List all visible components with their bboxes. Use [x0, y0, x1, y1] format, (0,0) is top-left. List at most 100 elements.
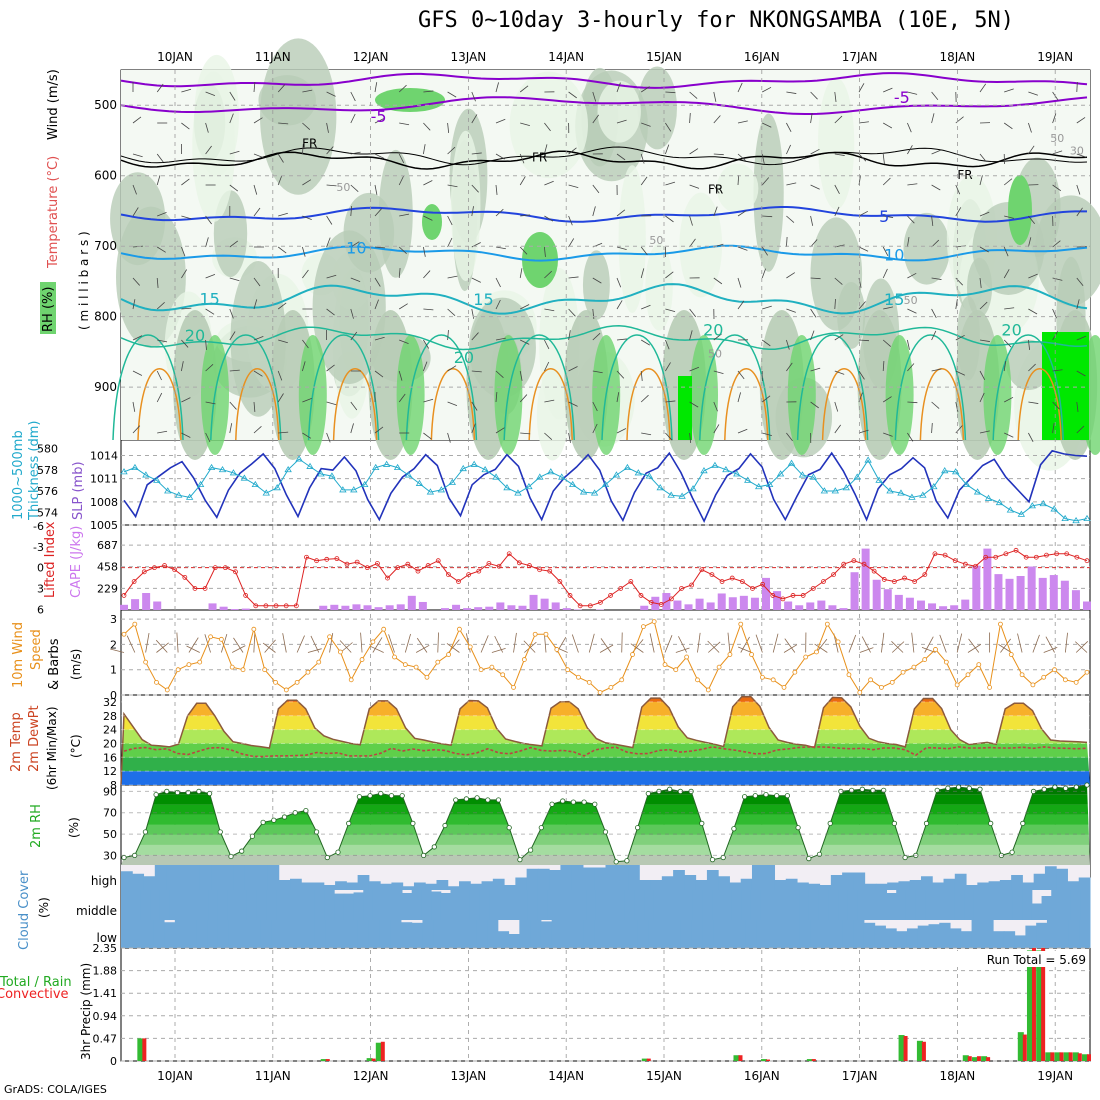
lifted-index-point	[973, 563, 978, 569]
wind-barb	[640, 153, 645, 164]
precip-convective-bar	[738, 1055, 743, 1061]
thickness-point	[503, 484, 511, 491]
cloud-bar-middle	[460, 890, 471, 920]
thickness-point	[470, 460, 478, 467]
wind-speed-point	[143, 659, 149, 665]
rh-band	[121, 794, 1090, 805]
wind-barb	[519, 85, 529, 93]
wind-barb	[205, 339, 207, 350]
lifted-index-point	[293, 603, 299, 609]
precip-convective-bar	[811, 1059, 816, 1061]
wind-barb	[132, 184, 137, 195]
cape-bar	[939, 606, 948, 610]
cape-bar	[806, 602, 815, 610]
wind-barb	[786, 91, 797, 94]
lifted-index-point	[527, 563, 532, 568]
rh-point	[142, 829, 148, 835]
cloud-bar-middle	[508, 890, 519, 920]
wind-barb	[229, 240, 239, 248]
wind-barb	[907, 237, 910, 248]
cloud-bar-middle	[421, 890, 432, 920]
wind-barb	[519, 176, 526, 186]
wind-speed-point	[781, 685, 787, 690]
rh-point	[442, 822, 448, 829]
rh-point	[132, 852, 138, 859]
wind-barb	[640, 370, 643, 381]
cape-bar	[463, 608, 472, 610]
wind-barb	[495, 392, 498, 403]
cloud-bar-low	[939, 922, 951, 948]
cloud-bar-high	[515, 877, 528, 890]
wind-barb	[979, 392, 985, 403]
wind-barb	[689, 91, 698, 99]
cloud-bar-low	[874, 925, 886, 948]
wind-barb	[398, 84, 407, 93]
precip-total-bar	[971, 1057, 978, 1061]
cloud-bar-middle	[266, 890, 277, 920]
x-tick-label-top: 15JAN	[646, 50, 682, 64]
cloud-bar-middle	[944, 890, 955, 920]
precip-convective-bar	[1041, 948, 1046, 1061]
wind-barb-10m	[588, 633, 595, 653]
wind-barb	[495, 277, 501, 288]
wind-barb	[423, 398, 434, 403]
wind-barb	[955, 207, 962, 217]
lifted-index-point	[922, 572, 928, 577]
cloud-bar-low	[228, 920, 240, 948]
wind-barb	[689, 308, 697, 318]
isotherm-20	[120, 325, 1088, 351]
wind-barb	[326, 91, 336, 97]
wind-barb	[1003, 178, 1013, 186]
wind-barb	[205, 308, 215, 315]
rh-point	[1052, 784, 1058, 790]
rh-point	[966, 785, 972, 791]
wind-barb	[834, 206, 840, 217]
wind-barb	[1004, 432, 1014, 438]
wind-barb	[374, 118, 385, 124]
wind-barb	[156, 175, 161, 186]
rh-point	[399, 793, 405, 799]
cloud-bar-middle	[305, 890, 316, 920]
cape-bar	[784, 601, 793, 610]
thickness-point	[886, 487, 894, 494]
precip-convective-bar	[766, 1059, 770, 1061]
cloud-bar-low	[896, 931, 908, 948]
thickness-point	[919, 491, 927, 498]
cloud-bar-middle	[1080, 890, 1091, 920]
cloud-bar-low	[928, 924, 940, 948]
y-tick-label-rh: 50	[103, 828, 117, 841]
axis-label-cloud-2: (%)	[37, 897, 51, 918]
rh-point	[121, 854, 127, 861]
wind-barb	[737, 174, 740, 186]
wind-barb-10m	[571, 634, 579, 653]
wind-barb	[519, 268, 523, 279]
precip-convective-bar	[976, 1056, 981, 1061]
cloud-bar-high	[256, 865, 268, 890]
wind-barb	[761, 246, 768, 256]
wind-barb	[350, 241, 360, 248]
rh-point	[271, 817, 277, 823]
lifted-index-point	[334, 556, 340, 562]
wind-barb	[423, 270, 431, 279]
freezing-label: FR	[708, 182, 723, 196]
cloud-bar-low	[627, 920, 639, 948]
wind-barb-10m	[1075, 641, 1089, 653]
rh-point	[474, 795, 480, 801]
wind-barb	[350, 331, 358, 341]
lifted-index-point	[152, 565, 157, 571]
wind-barb-10m	[967, 644, 981, 653]
y-tick-label-rh: 90	[103, 785, 117, 798]
cloud-bar-low	[562, 920, 574, 948]
cloud-bar-middle	[246, 890, 258, 920]
wind-speed-point	[327, 634, 332, 640]
wind-barb	[229, 150, 240, 155]
wind-barb	[205, 122, 209, 133]
wind-barb-10m	[1032, 634, 1040, 653]
wind-barb	[253, 82, 256, 93]
cloud-bar-high	[481, 881, 494, 890]
wind-barb	[471, 91, 476, 102]
wind-barb	[907, 122, 912, 133]
cloud-bar-low	[508, 934, 520, 948]
cloud-bar-low	[174, 920, 187, 948]
cloud-bar-high	[368, 881, 381, 890]
